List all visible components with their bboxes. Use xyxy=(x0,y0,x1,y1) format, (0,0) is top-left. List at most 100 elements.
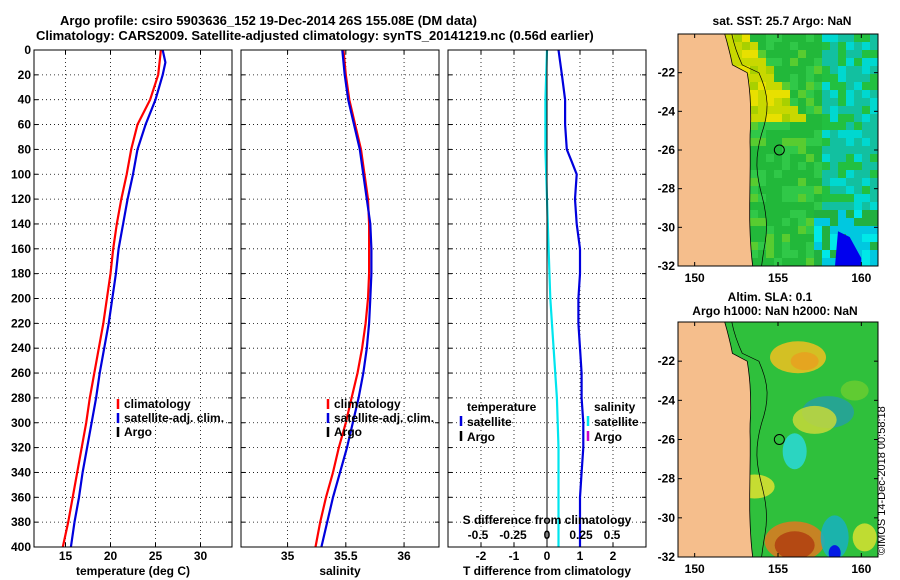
sst-cell xyxy=(854,42,862,50)
sst-cell xyxy=(774,178,782,186)
sst-cell xyxy=(750,154,758,162)
sst-cell xyxy=(798,210,806,218)
sst-cell xyxy=(750,162,758,170)
sst-cell xyxy=(766,170,774,178)
sst-cell xyxy=(854,162,862,170)
sst-cell xyxy=(870,242,878,250)
sst-cell xyxy=(822,66,830,74)
sst-cell xyxy=(766,162,774,170)
sst-cell xyxy=(798,202,806,210)
sst-cell xyxy=(758,34,766,42)
sst-cell xyxy=(750,242,758,250)
y-tick-label: 380 xyxy=(11,515,31,529)
panel-temperature: 0 20 40 60 80 100 120 140 160 180 200 220 240 260 280 3… xyxy=(11,43,233,578)
sst-cell xyxy=(838,122,846,130)
sst-cell xyxy=(838,186,846,194)
sst-cell xyxy=(798,146,806,154)
sst-cell xyxy=(798,58,806,66)
sst-cell xyxy=(806,250,814,258)
sst-cell xyxy=(806,162,814,170)
sst-cell xyxy=(806,226,814,234)
sst-cell xyxy=(870,34,878,42)
sla-blob xyxy=(782,433,807,470)
sst-cell xyxy=(846,66,854,74)
sst-cell xyxy=(838,66,846,74)
sla-blob xyxy=(790,352,819,371)
sst-cell xyxy=(846,194,854,202)
sst-cell xyxy=(782,194,790,202)
sst-cell xyxy=(790,42,798,50)
sst-cell xyxy=(798,90,806,98)
x-tick-label: 160 xyxy=(851,562,871,576)
sst-cell xyxy=(806,178,814,186)
sst-cell xyxy=(766,130,774,138)
sst-cell xyxy=(782,178,790,186)
sst-cell xyxy=(758,130,766,138)
sst-cell xyxy=(862,82,870,90)
sst-cell xyxy=(782,226,790,234)
x-tick-label: -1 xyxy=(509,549,520,563)
sst-cell xyxy=(782,66,790,74)
sst-cell xyxy=(782,242,790,250)
sst-cell xyxy=(806,218,814,226)
map-sst_map: -22 -24 -26 -28 -30 -32 150 155 160 xyxy=(658,33,879,285)
sst-cell xyxy=(822,154,830,162)
sst-cell xyxy=(830,234,838,242)
sst-cell xyxy=(870,82,878,90)
sst-cell xyxy=(830,210,838,218)
sst-cell xyxy=(774,122,782,130)
y-tick-label: -26 xyxy=(658,433,676,447)
sst-cell xyxy=(758,74,766,82)
map-title-sst: sat. SST: 25.7 Argo: NaN xyxy=(713,14,852,28)
sst-cell xyxy=(830,146,838,154)
sst-cell xyxy=(790,130,798,138)
sst-cell xyxy=(790,202,798,210)
sst-cell xyxy=(838,50,846,58)
x-tick-label: -2 xyxy=(476,549,487,563)
sst-cell xyxy=(758,98,766,106)
sst-cell xyxy=(814,146,822,154)
sst-cell xyxy=(814,226,822,234)
sst-cell xyxy=(774,106,782,114)
sst-cell xyxy=(870,170,878,178)
sst-cell xyxy=(846,186,854,194)
sst-cell xyxy=(750,218,758,226)
sst-cell xyxy=(870,210,878,218)
sst-cell xyxy=(774,170,782,178)
sst-cell xyxy=(830,250,838,258)
sst-cell xyxy=(846,178,854,186)
sst-cell xyxy=(830,90,838,98)
sst-cell xyxy=(822,194,830,202)
sst-cell xyxy=(854,194,862,202)
sst-cell xyxy=(870,226,878,234)
sst-cell xyxy=(766,122,774,130)
top-x-tick-label: 0.25 xyxy=(569,528,593,542)
sst-cell xyxy=(766,98,774,106)
sst-cell xyxy=(830,130,838,138)
sst-cell xyxy=(790,82,798,90)
sst-cell xyxy=(782,114,790,122)
sst-cell xyxy=(862,138,870,146)
sst-cell xyxy=(838,170,846,178)
sst-cell xyxy=(862,250,870,258)
sst-cell xyxy=(854,186,862,194)
sst-cell xyxy=(814,186,822,194)
sst-cell xyxy=(790,114,798,122)
top-axis-label: S difference from climatology xyxy=(463,513,632,527)
sst-cell xyxy=(766,194,774,202)
sst-cell xyxy=(750,146,758,154)
sst-cell xyxy=(806,50,814,58)
sst-cell xyxy=(782,154,790,162)
sst-cell xyxy=(766,234,774,242)
sst-cell xyxy=(830,170,838,178)
sst-cell xyxy=(862,194,870,202)
sst-cell xyxy=(750,42,758,50)
sst-cell xyxy=(790,66,798,74)
sst-cell xyxy=(766,66,774,74)
float-position-marker xyxy=(773,144,785,156)
y-tick-label: -32 xyxy=(658,259,676,273)
sst-cell xyxy=(758,218,766,226)
x-tick-label: 2 xyxy=(610,549,617,563)
sst-cell xyxy=(798,42,806,50)
sst-cell xyxy=(766,106,774,114)
